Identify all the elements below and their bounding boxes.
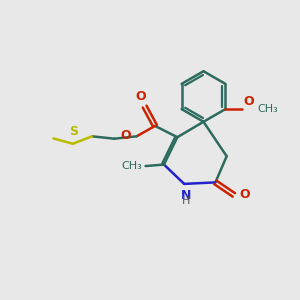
Text: H: H xyxy=(182,196,190,206)
Text: N: N xyxy=(181,189,191,202)
Text: O: O xyxy=(243,95,254,108)
Text: S: S xyxy=(69,125,78,138)
Text: O: O xyxy=(121,129,131,142)
Text: O: O xyxy=(239,188,250,201)
Text: CH₃: CH₃ xyxy=(257,104,278,114)
Text: CH₃: CH₃ xyxy=(121,161,142,171)
Text: O: O xyxy=(136,90,146,103)
